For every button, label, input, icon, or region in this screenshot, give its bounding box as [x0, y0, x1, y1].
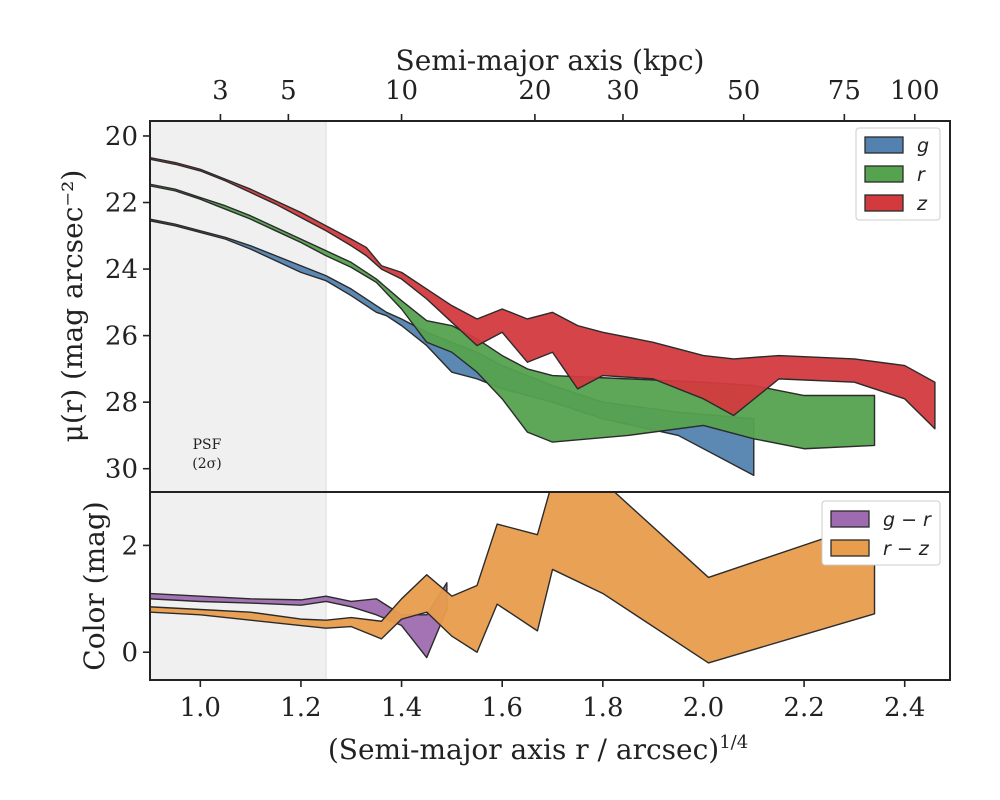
top-x-tick-label: 30 [606, 76, 639, 106]
y-axis-title-color: Color (mag) [78, 501, 111, 670]
psf-label: PSF [193, 437, 222, 453]
y-tick-label: 22 [105, 189, 138, 219]
y-tick-label: 0 [121, 638, 138, 668]
x-tick-label: 2.2 [783, 693, 824, 723]
legend-label-r: r [917, 164, 926, 186]
bottom-panel-frame [149, 491, 951, 681]
x-tick-label: 1.0 [180, 693, 221, 723]
x-tick-label: 2.4 [884, 693, 925, 723]
top-x-tick-label: 100 [890, 76, 940, 106]
legend-label-g-r: g − r [883, 509, 932, 531]
bottom-y-ticks: 02 [121, 531, 150, 668]
x-tick-label: 1.8 [582, 693, 623, 723]
top-x-tick-label: 75 [828, 76, 861, 106]
x-tick-label: 1.4 [381, 693, 422, 723]
surface-brightness-bands [151, 157, 936, 477]
x-axis-title: (Semi-major axis r / arcsec)1/4 [328, 732, 748, 766]
top-axis-title: Semi-major axis (kpc) [396, 44, 705, 77]
bottom-x-ticks: 1.0 1.2 1.4 1.6 1.8 2.0 2.2 2.4 [180, 680, 925, 723]
psf-shaded-region [150, 121, 327, 492]
top-x-tick-label: 20 [518, 76, 551, 106]
y-tick-label: 20 [105, 122, 138, 152]
top-x-tick-label: 3 [212, 76, 229, 106]
legend-top: grz [855, 127, 941, 221]
legend-label-z: z [916, 193, 928, 215]
psf-sigma-label: (2σ) [192, 456, 221, 472]
top-x-ticks: 3 5 10 20 30 50 75 100 [212, 76, 940, 121]
legend-label-g: g [917, 135, 929, 157]
x-tick-label: 1.2 [280, 693, 321, 723]
legend-bottom: g − r r − z [821, 500, 941, 566]
y-axis-title-surface-brightness: μ(r) (mag arcsec⁻²) [56, 170, 89, 443]
top-x-tick-label: 10 [385, 76, 418, 106]
legend-swatch-g-r [830, 510, 870, 528]
legend-swatch-g [864, 136, 904, 154]
legend-swatch-z [864, 194, 904, 212]
color-bands [151, 493, 876, 664]
legend-swatch-r [864, 165, 904, 183]
top-y-ticks: 20 22 24 26 28 30 [105, 122, 150, 485]
y-tick-label: 2 [121, 531, 138, 561]
legend-label-r-z: r − z [883, 538, 930, 560]
y-tick-label: 28 [105, 388, 138, 418]
x-tick-label: 1.6 [482, 693, 523, 723]
top-x-tick-label: 50 [727, 76, 760, 106]
x-tick-label: 2.0 [683, 693, 724, 723]
y-tick-label: 30 [105, 455, 138, 485]
band-z [151, 157, 936, 430]
psf-shaded-region [150, 492, 327, 680]
legend-swatch-r-z [830, 539, 870, 557]
y-tick-label: 24 [105, 255, 138, 285]
y-tick-label: 26 [105, 322, 138, 352]
band-r-z [151, 493, 876, 664]
top-x-tick-label: 5 [280, 76, 297, 106]
